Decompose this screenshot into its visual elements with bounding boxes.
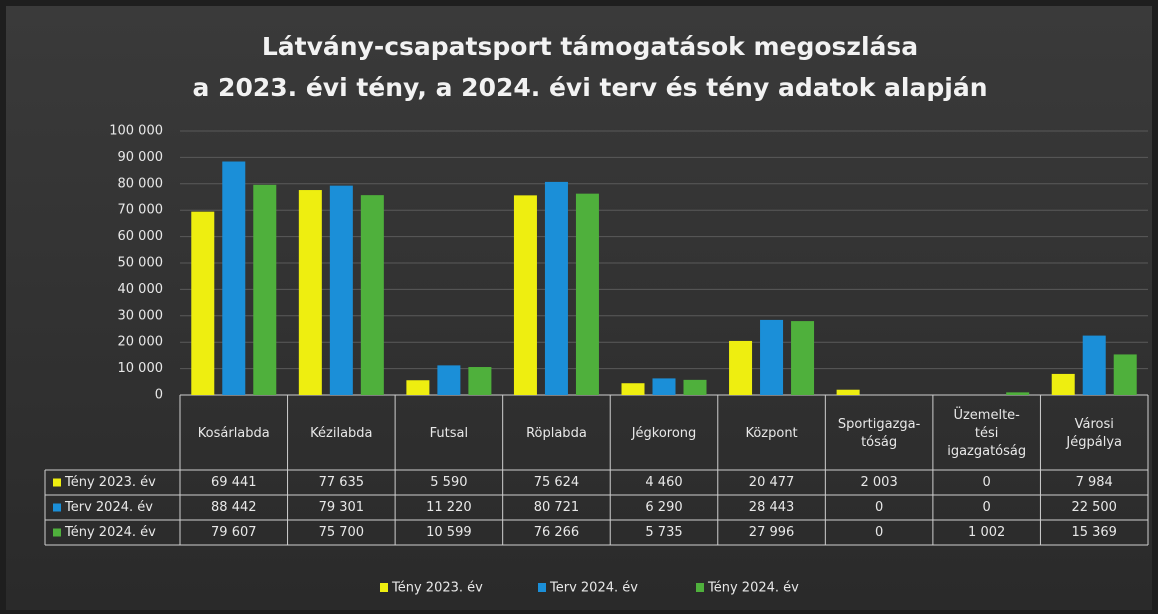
table-cell: 2 003: [861, 475, 898, 490]
bar: [575, 193, 599, 395]
label-line: igazgatóság: [947, 444, 1026, 459]
bar: [544, 181, 568, 395]
table-cell: 11 220: [426, 500, 472, 515]
x-tick-label: Üzemelte-tési igazgatóság: [947, 406, 1026, 459]
table-cell: 5 735: [645, 525, 682, 540]
table-cell: 27 996: [749, 525, 795, 540]
table-cell: 79 301: [319, 500, 365, 515]
label-line: Röplabda: [526, 426, 587, 441]
table-cell: 77 635: [319, 475, 365, 490]
y-tick-label: 50 000: [118, 256, 164, 271]
table-cell: 80 721: [534, 500, 580, 515]
bar: [621, 383, 645, 395]
table-cell: 75 624: [534, 475, 580, 490]
table-cell: 0: [875, 500, 883, 515]
y-tick-label: 30 000: [118, 308, 164, 323]
bar: [1051, 373, 1075, 395]
label-line: Jégpálya: [1065, 435, 1122, 450]
table-cell: 5 590: [430, 475, 467, 490]
row-header: Terv 2024. év: [64, 500, 153, 515]
label-line: Üzemelte-: [953, 406, 1020, 423]
table-cell: 6 290: [645, 500, 682, 515]
label-line: Központ: [745, 426, 797, 441]
table-cell: 15 369: [1071, 525, 1117, 540]
table-cell: 20 477: [749, 475, 795, 490]
bar: [406, 380, 430, 395]
y-tick-label: 20 000: [118, 335, 164, 350]
x-tick-label: Röplabda: [526, 426, 587, 441]
bar: [683, 379, 707, 395]
table-cell: 10 599: [426, 525, 472, 540]
x-tick-label: Kézilabda: [310, 426, 372, 441]
table-cell: 76 266: [534, 525, 580, 540]
bar: [329, 185, 353, 395]
chart-title: Látvány-csapatsport támogatások megoszlá…: [262, 32, 918, 61]
bar: [836, 389, 860, 395]
label-line: tési: [975, 426, 998, 441]
bar: [253, 184, 277, 395]
bar: [729, 340, 753, 395]
table-cell: 0: [875, 525, 883, 540]
table-cell: 0: [983, 475, 991, 490]
bar: [222, 161, 246, 395]
label-line: Futsal: [430, 426, 468, 441]
label-line: Kézilabda: [310, 426, 372, 441]
table-cell: 28 443: [749, 500, 795, 515]
bar: [652, 378, 676, 395]
bar: [791, 321, 815, 395]
table-cell: 1 002: [968, 525, 1005, 540]
x-tick-label: Kosárlabda: [198, 426, 270, 441]
chart-title: a 2023. évi tény, a 2024. évi terv és té…: [192, 73, 987, 102]
row-header: Tény 2024. év: [64, 525, 156, 540]
legend-label: Terv 2024. év: [549, 581, 638, 596]
x-tick-label: Futsal: [430, 426, 468, 441]
legend-swatch: [538, 583, 546, 592]
label-line: Városi: [1075, 417, 1114, 432]
bar: [360, 195, 384, 395]
x-tick-label: Jégkorong: [631, 426, 697, 441]
table-cell: 22 500: [1071, 500, 1117, 515]
bar: [760, 319, 784, 395]
x-tick-label: Sportigazga-tóság: [838, 417, 921, 450]
table-cell: 88 442: [211, 500, 257, 515]
bar: [468, 367, 492, 395]
y-tick-label: 40 000: [118, 282, 164, 297]
x-tick-label: Városi Jégpálya: [1065, 417, 1122, 450]
label-line: Sportigazga-: [838, 417, 921, 432]
y-tick-label: 60 000: [118, 229, 164, 244]
y-tick-label: 80 000: [118, 176, 164, 191]
y-tick-label: 10 000: [118, 361, 164, 376]
legend-swatch: [696, 583, 704, 592]
table-cell: 7 984: [1076, 475, 1113, 490]
y-tick-label: 0: [155, 388, 163, 403]
table-cell: 79 607: [211, 525, 257, 540]
y-tick-label: 90 000: [118, 150, 164, 165]
bar: [191, 211, 215, 395]
legend-label: Tény 2023. év: [391, 581, 483, 596]
legend-label: Tény 2024. év: [707, 581, 799, 596]
legend-key: [53, 528, 61, 537]
legend-key: [53, 478, 61, 487]
bar: [437, 365, 461, 395]
bar: [298, 190, 322, 395]
table-cell: 0: [983, 500, 991, 515]
label-line: Jégkorong: [631, 426, 697, 441]
bar: [1082, 335, 1106, 395]
legend-swatch: [380, 583, 388, 592]
table-cell: 4 460: [645, 475, 682, 490]
bar: [513, 195, 537, 395]
y-tick-label: 100 000: [109, 124, 163, 139]
y-tick-label: 70 000: [118, 203, 164, 218]
legend-key: [53, 503, 61, 512]
row-header: Tény 2023. év: [64, 475, 156, 490]
bar: [1113, 354, 1137, 395]
label-line: tóság: [861, 435, 897, 450]
x-tick-label: Központ: [745, 426, 797, 441]
label-line: Kosárlabda: [198, 426, 270, 441]
table-cell: 75 700: [319, 525, 365, 540]
bar: [1006, 392, 1030, 395]
table-cell: 69 441: [211, 475, 257, 490]
